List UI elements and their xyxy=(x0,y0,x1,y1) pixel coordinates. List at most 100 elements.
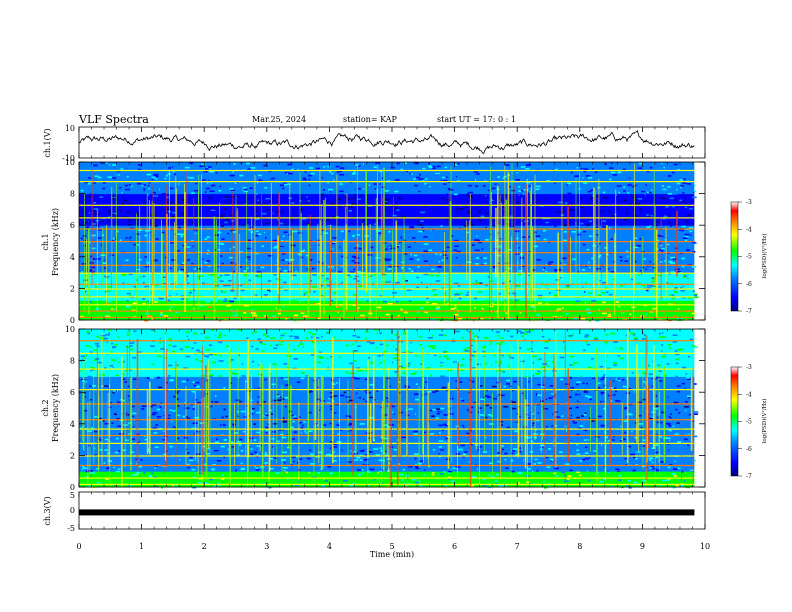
spectrogram-speckle xyxy=(386,354,389,356)
spectrogram-speckle xyxy=(366,471,371,473)
spectrogram-speckle xyxy=(168,375,171,377)
spectrogram-speckle xyxy=(133,282,138,285)
spectrogram-speckle xyxy=(294,301,296,303)
spectrogram-speckle xyxy=(468,461,470,463)
spectrogram-speckle xyxy=(681,225,686,228)
spectrogram-speckle xyxy=(254,481,257,484)
spectrogram-speckle xyxy=(606,355,608,358)
spectrogram-sferic xyxy=(261,193,262,299)
spectrogram-speckle xyxy=(154,239,159,242)
spectrogram-speckle xyxy=(505,467,509,469)
spectrogram-speckle xyxy=(338,344,340,346)
spectrogram-speckle xyxy=(584,334,589,336)
spectrogram-speckle xyxy=(303,257,307,260)
spectrogram-speckle xyxy=(229,248,231,251)
spectrogram-row xyxy=(79,388,695,393)
spectrogram-speckle xyxy=(97,176,102,179)
spectrogram-sferic xyxy=(153,203,155,298)
spectrogram-speckle xyxy=(526,181,531,184)
spectrogram-speckle xyxy=(287,163,292,166)
spectrogram-speckle xyxy=(443,294,447,297)
spectrogram-speckle xyxy=(146,173,152,176)
spectrogram-speckle xyxy=(211,343,216,346)
spectrogram-row xyxy=(79,252,695,258)
spectrogram-speckle xyxy=(644,274,650,276)
spectrogram-speckle xyxy=(518,194,520,197)
spectrogram-speckle xyxy=(261,245,264,247)
spectrogram-speckle xyxy=(331,274,334,276)
spectrogram-speckle xyxy=(500,174,505,176)
spectrogram-speckle xyxy=(221,238,225,240)
spectrogram-speckle xyxy=(668,260,673,263)
spectrogram-speckle xyxy=(392,260,396,262)
spectrogram-speckle xyxy=(442,238,446,241)
spectrogram-speckle xyxy=(643,258,646,260)
spectrogram-speckle xyxy=(500,424,503,426)
spectrogram-speckle xyxy=(246,273,250,276)
spectrogram-speckle xyxy=(178,226,181,229)
spectrogram-speckle xyxy=(547,377,549,380)
spectrogram-speckle xyxy=(171,259,176,261)
spectrogram-row xyxy=(79,360,695,366)
spectrogram-speckle xyxy=(332,242,335,245)
spectrogram-speckle xyxy=(339,190,344,193)
spectrogram-speckle xyxy=(206,236,210,239)
spectrogram-speckle xyxy=(104,449,108,451)
spectrogram-speckle xyxy=(152,191,156,194)
spectrogram-speckle xyxy=(203,330,207,333)
spectrogram-speckle xyxy=(412,315,415,317)
spectrogram-speckle xyxy=(563,231,568,233)
spectrogram-speckle xyxy=(310,312,313,315)
spectrogram-speckle xyxy=(484,291,490,293)
spectrogram-speckle xyxy=(94,175,99,177)
spectrogram-speckle xyxy=(586,248,590,251)
spectrogram-speckle xyxy=(82,183,87,186)
spectrogram-speckle xyxy=(326,284,330,287)
spectrogram-speckle xyxy=(579,441,584,444)
spectrogram-speckle xyxy=(440,365,443,367)
spectrogram-speckle xyxy=(310,463,315,465)
spectrogram-speckle xyxy=(484,337,489,339)
spectrogram-speckle xyxy=(374,329,379,331)
spectrogram-speckle xyxy=(554,436,560,438)
spectrogram-speckle xyxy=(516,201,520,204)
spectrogram-speckle xyxy=(410,341,413,344)
spectrogram-speckle xyxy=(453,314,456,316)
spectrogram-speckle xyxy=(87,183,91,185)
spectrogram-speckle xyxy=(200,329,203,332)
spectrogram-speckle xyxy=(379,170,383,173)
spectrogram-speckle xyxy=(685,409,687,412)
spectrogram-speckle xyxy=(615,468,620,471)
spectrogram-speckle xyxy=(93,359,97,362)
spectrogram-speckle xyxy=(484,284,488,286)
spectrogram-speckle xyxy=(691,312,696,315)
spectrogram-speckle xyxy=(138,229,143,231)
spectrogram-speckle xyxy=(227,235,231,238)
spectrogram-speckle xyxy=(204,336,210,339)
spectrogram-ytick-label: 10 xyxy=(65,158,75,167)
spectrogram-speckle xyxy=(222,363,226,366)
spectrogram-speckle xyxy=(133,378,137,380)
spectrogram-speckle xyxy=(541,172,543,175)
spectrogram-speckle xyxy=(439,366,443,369)
spectrogram-speckle xyxy=(545,284,549,286)
spectrogram-speckle xyxy=(379,447,383,450)
spectrogram-speckle xyxy=(302,190,307,193)
spectrogram-speckle xyxy=(414,314,418,317)
spectrogram-speckle xyxy=(614,205,616,207)
spectrogram-speckle xyxy=(339,485,343,488)
spectrogram-speckle xyxy=(384,190,389,192)
spectrogram-speckle xyxy=(565,385,568,387)
spectrogram-speckle xyxy=(276,440,280,443)
spectrogram-speckle xyxy=(124,294,129,297)
spectrogram-speckle xyxy=(155,170,158,173)
spectrogram-speckle xyxy=(101,220,105,222)
spectrogram-speckle xyxy=(293,302,297,305)
spectrogram-speckle xyxy=(438,334,444,336)
spectrogram-speckle xyxy=(509,330,513,332)
spectrogram-speckle xyxy=(437,453,440,455)
spectrogram-speckle xyxy=(504,164,510,166)
spectrogram-speckle xyxy=(477,468,479,470)
spectrogram-speckle xyxy=(111,484,115,486)
spectrogram-speckle xyxy=(245,380,248,383)
